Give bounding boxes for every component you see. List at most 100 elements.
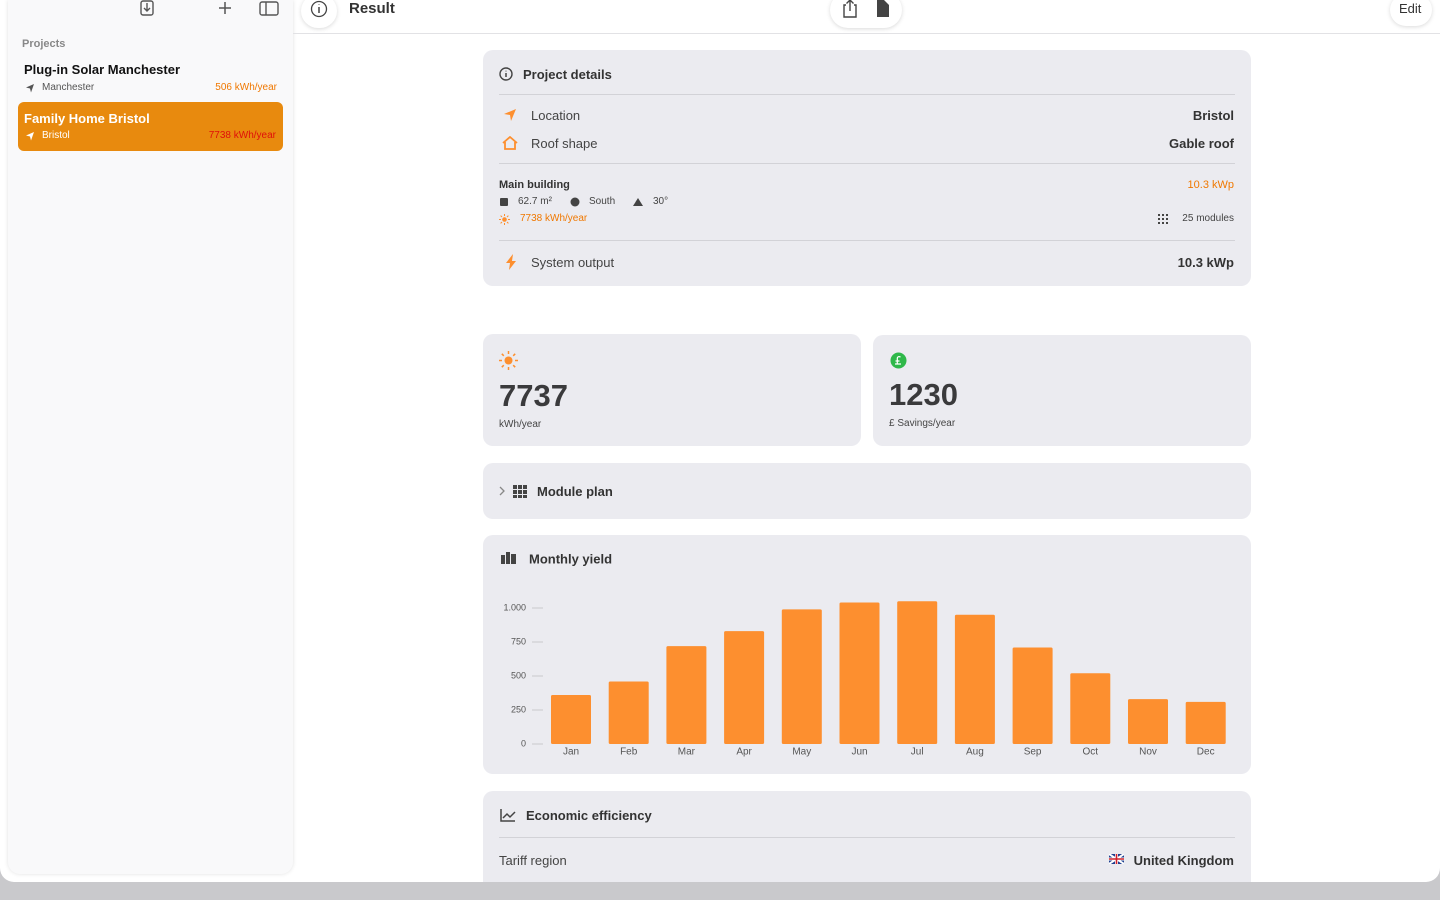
stat-value: 7737 (499, 378, 568, 413)
pound-icon (890, 352, 907, 369)
building-tilt: 30° (653, 196, 669, 207)
card-title: Economic efficiency (526, 808, 652, 823)
x-tick-label: May (792, 747, 811, 758)
divider (499, 163, 1235, 164)
location-icon (26, 132, 34, 141)
y-tick-label: 1.000 (503, 602, 526, 612)
divider (499, 240, 1235, 241)
project-location: Bristol (42, 130, 70, 141)
project-location: Manchester (42, 82, 95, 93)
bar (1185, 701, 1226, 744)
building-orientation: South (589, 196, 616, 207)
project-item[interactable]: Plug-in Solar Manchester Manchester 506 … (18, 55, 283, 99)
chart-title: Monthly yield (529, 551, 612, 566)
bar (954, 614, 995, 744)
sidebar-toggle[interactable] (259, 1, 279, 16)
chart-icon (501, 552, 516, 564)
y-tick-label: 500 (511, 670, 526, 680)
row-label: Location (531, 108, 581, 123)
section-label: Projects (22, 38, 66, 50)
project-details-card: Project details Location Bristol Roof sh… (483, 50, 1251, 286)
x-tick-label: Mar (678, 747, 696, 758)
row-label: Roof shape (531, 136, 598, 151)
project-yield: 506 kWh/year (215, 82, 277, 93)
building-power: 10.3 kWp (1187, 179, 1234, 191)
row-label: System output (531, 255, 615, 270)
bar (666, 646, 707, 744)
module-plan-icons (499, 485, 527, 498)
x-tick-label: Apr (736, 747, 752, 758)
project-item-selected[interactable]: Family Home Bristol Bristol 7738 kWh/yea… (18, 102, 283, 151)
bar (1128, 699, 1168, 744)
modules-icon (1158, 214, 1168, 224)
project-yield: 7738 kWh/year (208, 130, 276, 141)
yield-stat-card: 7737 kWh/year (483, 334, 861, 446)
sidebar-toolbar-icons (140, 0, 279, 16)
row-value: Bristol (1192, 108, 1234, 123)
bar (551, 695, 591, 744)
x-tick-label: Oct (1083, 747, 1099, 758)
project-name: Family Home Bristol (24, 111, 150, 126)
info-button[interactable] (301, 0, 337, 28)
flag-icon (1109, 854, 1124, 864)
x-tick-label: Sep (1024, 747, 1042, 758)
row-label: Tariff region (499, 853, 567, 868)
sun-icon (499, 351, 518, 370)
x-tick-label: Jun (851, 747, 867, 758)
row-value: 10.3 kWp (1177, 255, 1234, 270)
module-plan-card[interactable]: Module plan (483, 463, 1251, 519)
toolbar-divider (293, 33, 1440, 34)
stat-unit: kWh/year (499, 419, 542, 430)
x-tick-label: Aug (966, 747, 984, 758)
bar (839, 602, 880, 744)
y-tick-label: 0 (521, 738, 526, 748)
stat-unit: £ Savings/year (889, 418, 956, 429)
import-icon[interactable] (140, 0, 154, 16)
bar (781, 609, 822, 744)
y-tick-label: 750 (511, 636, 526, 646)
monthly-yield-card: Monthly yield 0 250 500 750 1.000 Jan Feb Mar Ap… (483, 535, 1251, 774)
location-icon (504, 109, 516, 121)
project-name: Plug-in Solar Manchester (24, 62, 181, 77)
add-icon[interactable] (219, 2, 231, 14)
bolt-icon (506, 254, 516, 270)
divider (499, 94, 1235, 95)
toolbar-title: Result (349, 0, 395, 17)
info-icon (499, 67, 513, 81)
bar (608, 681, 649, 744)
savings-stat-card: 1230 £ Savings/year (873, 335, 1251, 446)
stat-value: 1230 (889, 377, 958, 412)
building-area: 62.7 m² (518, 196, 552, 207)
share-export-group[interactable] (830, 0, 902, 28)
chart: Monthly yield 0 250 500 750 1.000 Jan Feb Mar Ap… (501, 551, 1226, 758)
building-yield: 7738 kWh/year (520, 213, 588, 224)
x-tick-label: Dec (1197, 747, 1215, 758)
bar (1012, 647, 1053, 744)
sidebar: Projects Plug-in Solar Manchester Manche… (8, 0, 293, 874)
x-tick-label: Jan (563, 747, 579, 758)
building-modules: 25 modules (1182, 213, 1234, 224)
building-name: Main building (499, 179, 570, 191)
bar (1070, 673, 1111, 744)
edit-button[interactable]: Edit (1390, 0, 1432, 26)
y-tick-label: 250 (511, 704, 526, 714)
edit-label: Edit (1399, 1, 1422, 16)
economic-card: Economic efficiency Tariff region United… (483, 791, 1251, 882)
building-icons (500, 197, 643, 207)
location-icon (26, 84, 34, 93)
card-title: Project details (523, 67, 612, 82)
row-value: United Kingdom (1133, 853, 1234, 868)
sun-icon (499, 214, 510, 225)
x-tick-label: Feb (620, 747, 638, 758)
card-title: Module plan (537, 484, 613, 499)
trend-icon (500, 809, 516, 822)
bar (897, 601, 938, 744)
x-tick-label: Nov (1139, 747, 1157, 758)
row-value: Gable roof (1168, 136, 1234, 151)
divider (499, 837, 1235, 838)
bar (724, 631, 765, 744)
roof-icon (502, 136, 518, 150)
x-tick-label: Jul (911, 747, 924, 758)
